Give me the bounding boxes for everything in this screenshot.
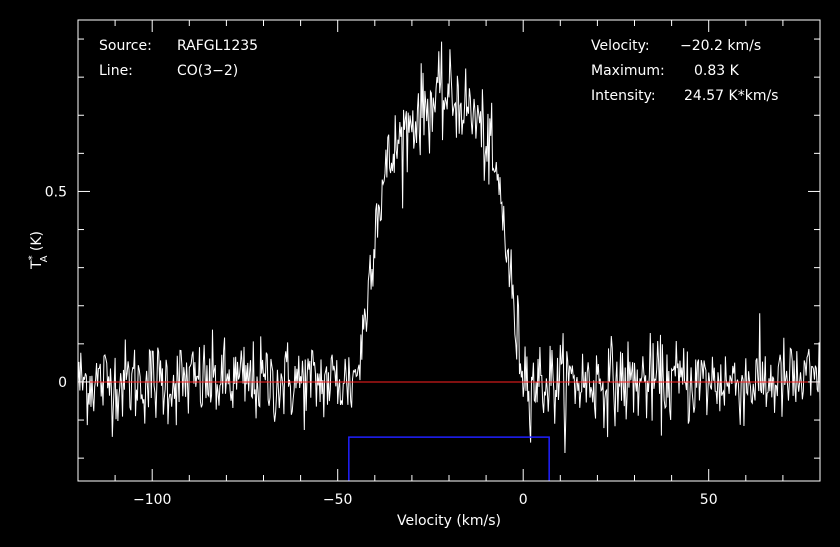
plot-layer	[77, 41, 821, 481]
maximum-value: 0.83 K	[694, 63, 740, 79]
velocity-window	[348, 436, 550, 481]
y-axis-label-sub: A	[39, 255, 50, 262]
line-value: CO(3−2)	[177, 63, 238, 79]
y-axis-label-main: T	[29, 260, 45, 270]
y-tick-label: 0	[58, 375, 67, 391]
source-value: RAFGL1235	[177, 38, 258, 54]
x-tick-label: −100	[133, 492, 171, 508]
velocity-label: Velocity:	[591, 38, 650, 54]
intensity-value: 24.57 K*km/s	[684, 88, 778, 104]
x-tick-label: 50	[700, 492, 718, 508]
intensity-label: Intensity:	[591, 88, 656, 104]
y-axis-label-unit: (K)	[29, 231, 45, 256]
line-label: Line:	[99, 63, 133, 79]
velocity-value: −20.2 km/s	[680, 38, 761, 54]
y-axis-label: T*A (K)	[27, 231, 50, 270]
y-tick-label: 0.5	[45, 184, 67, 200]
source-label: Source:	[99, 38, 152, 54]
ticks-layer: −100 −50 0 50 0 0.5	[45, 20, 821, 508]
x-tick-label: −50	[323, 492, 353, 508]
x-tick-label: 0	[519, 492, 528, 508]
maximum-label: Maximum:	[591, 63, 665, 79]
y-axis-label-sup: *	[27, 255, 38, 260]
spectrum-line	[77, 41, 821, 454]
x-axis-label: Velocity (km/s)	[397, 513, 501, 529]
